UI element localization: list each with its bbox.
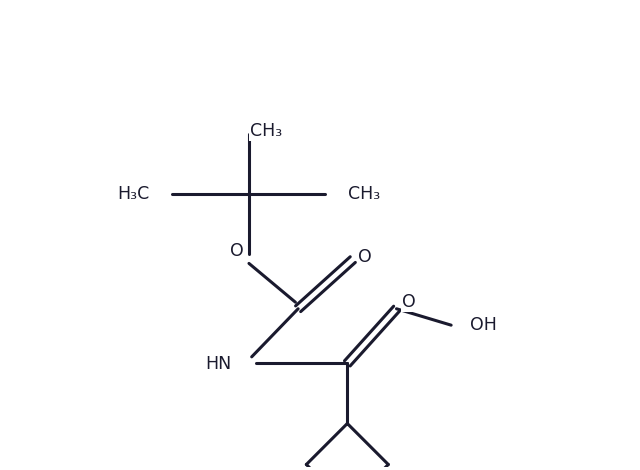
Text: H₃C: H₃C (117, 185, 150, 203)
Text: CH₃: CH₃ (348, 185, 381, 203)
Text: CH₃: CH₃ (250, 122, 283, 140)
Text: O: O (402, 293, 415, 311)
Text: O: O (230, 243, 244, 260)
Text: O: O (358, 248, 372, 266)
Text: OH: OH (470, 316, 497, 334)
Text: HN: HN (205, 355, 232, 374)
